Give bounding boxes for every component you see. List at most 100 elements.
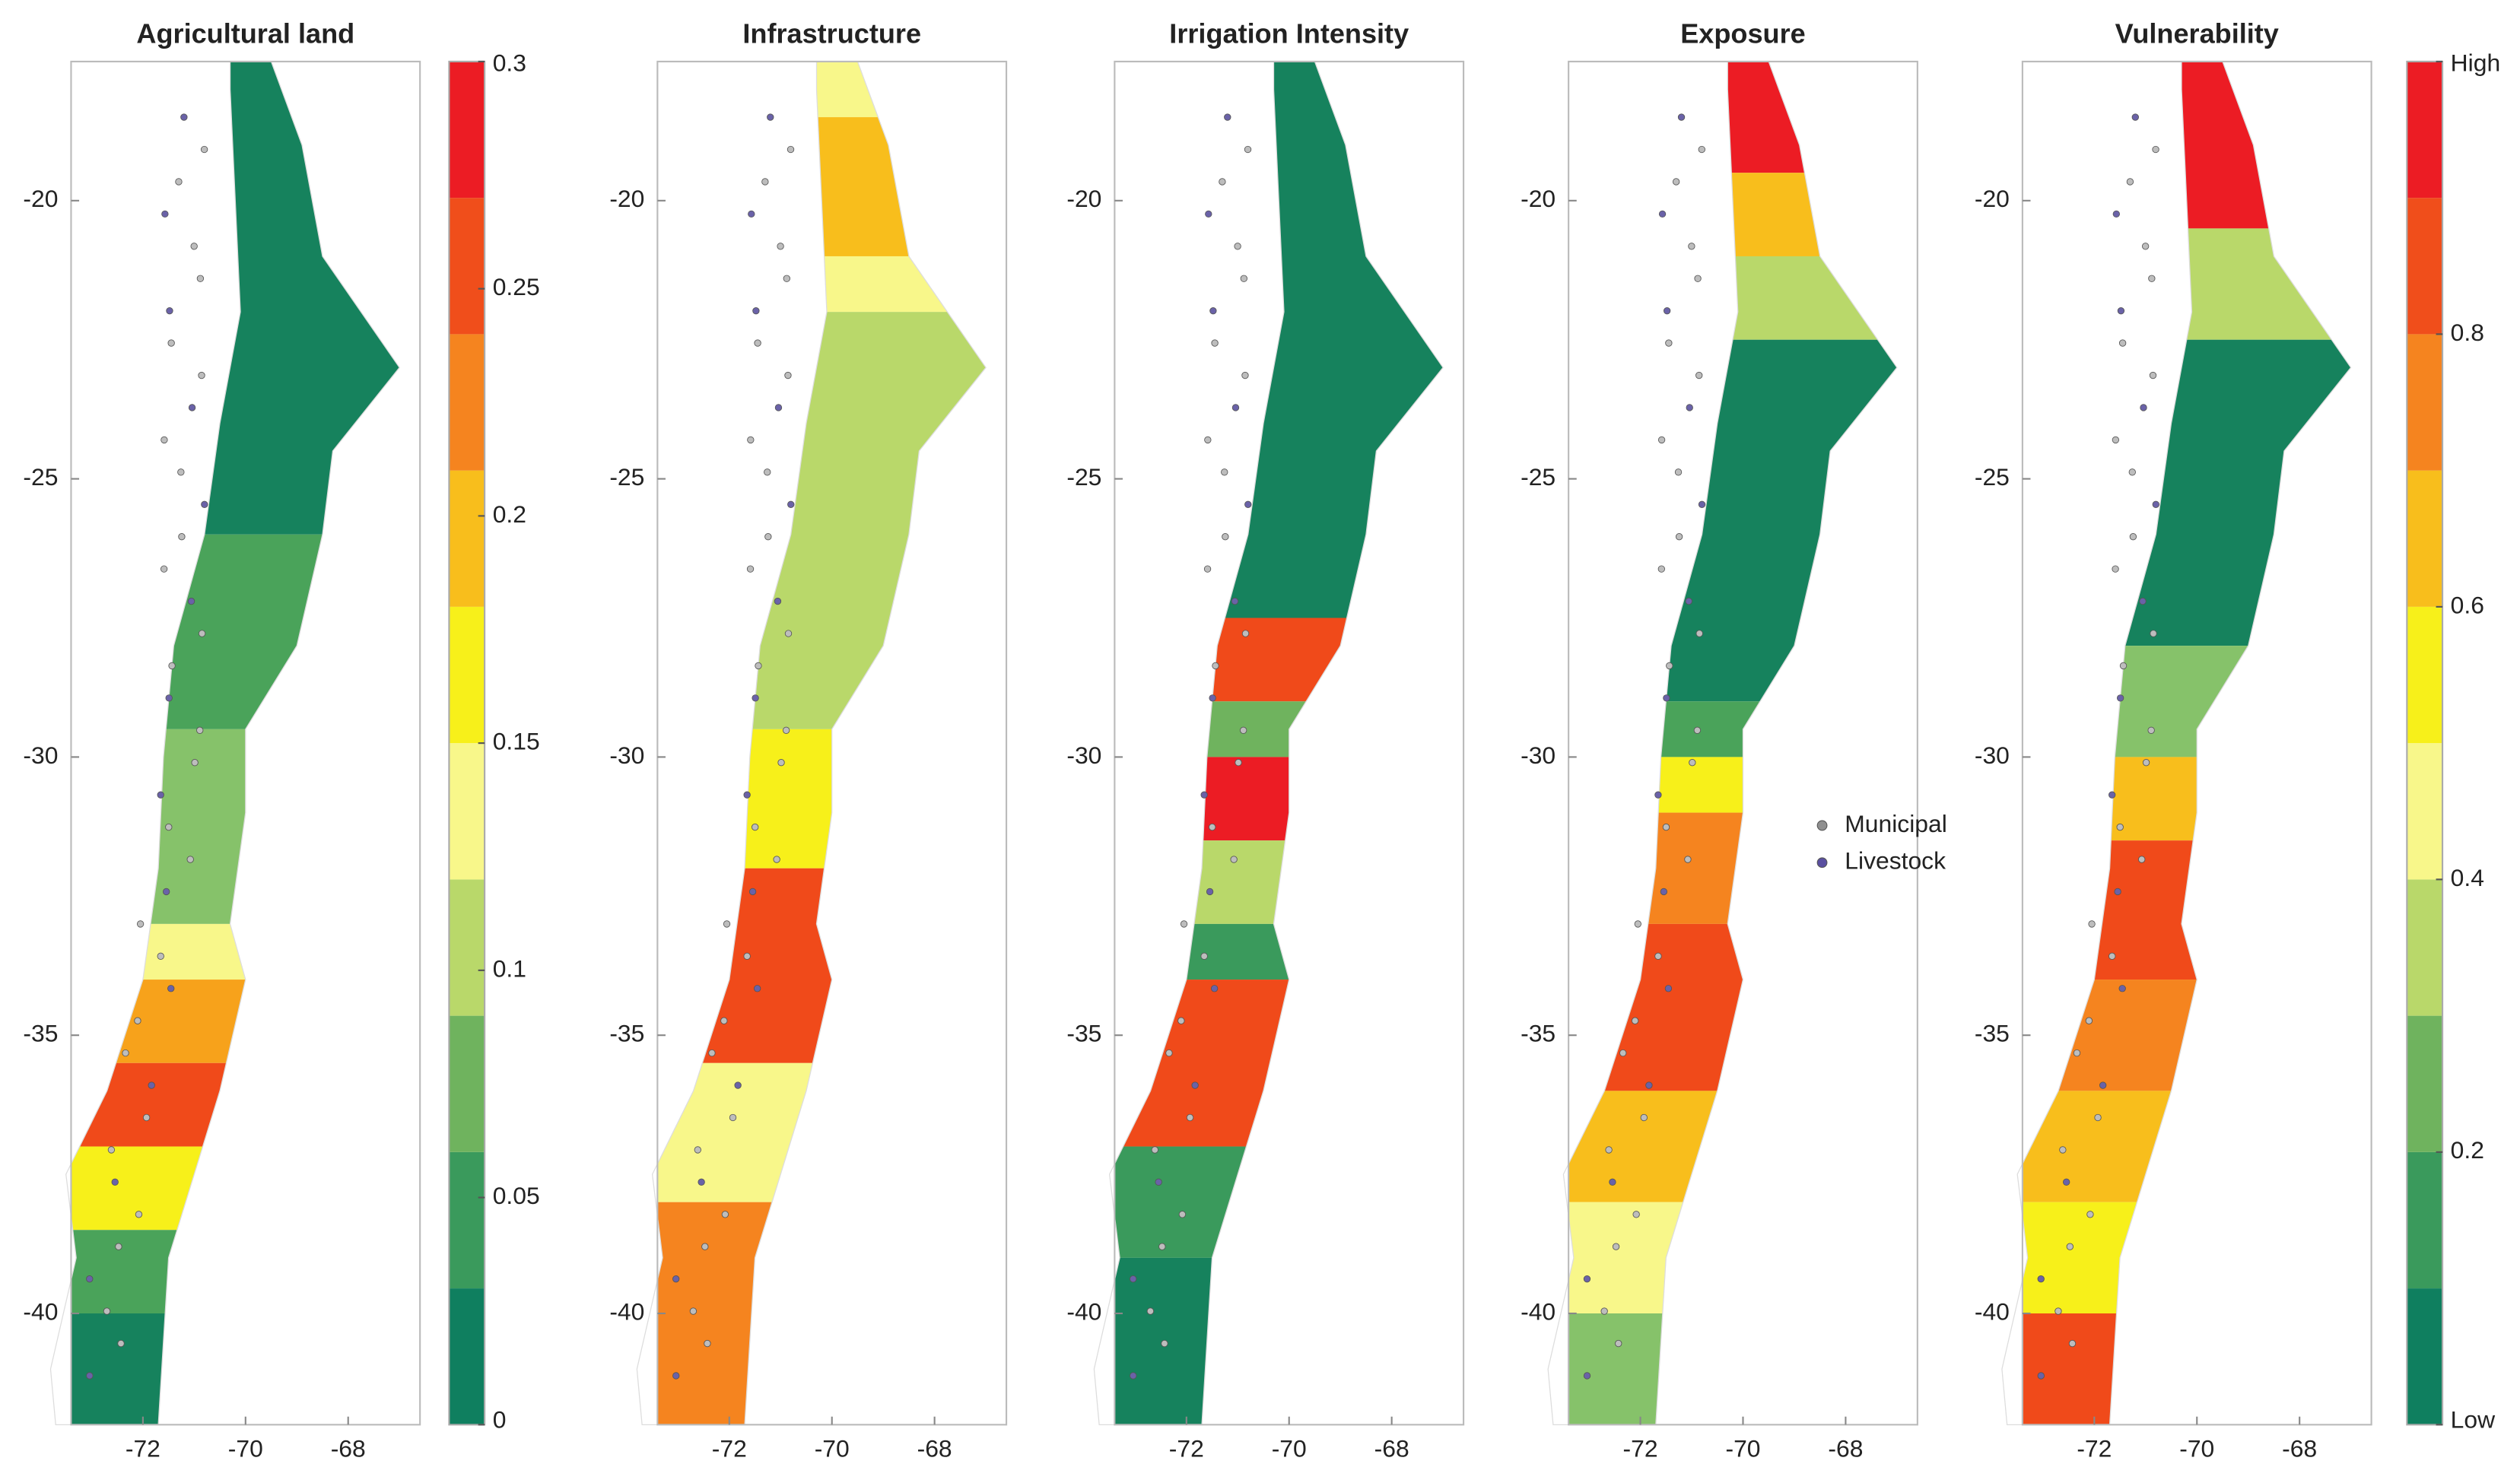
y-tick-label: -30: [23, 742, 58, 769]
colorbar-label: 0.4: [2451, 864, 2484, 891]
station-dot: [1231, 404, 1240, 411]
station-dot: [753, 985, 761, 992]
station-dot: [1230, 856, 1238, 863]
y-tick-label: -30: [1975, 742, 2010, 769]
x-tick-label: -70: [1272, 1435, 1307, 1462]
region: [71, 61, 400, 535]
station-dot: [1631, 1017, 1639, 1024]
station-dot: [111, 1178, 119, 1186]
colorbar-label: 0.15: [493, 728, 540, 755]
station-dot: [1200, 791, 1208, 799]
station-dot: [752, 694, 759, 702]
region: [657, 117, 987, 256]
colorbar-band: [449, 743, 485, 880]
station-dot: [723, 920, 731, 928]
station-dot: [747, 436, 755, 444]
station-dot: [200, 145, 208, 154]
station-dot: [1186, 1113, 1194, 1122]
station-dot: [2139, 597, 2147, 605]
station-dot: [1609, 1178, 1616, 1186]
station-dot: [784, 371, 792, 379]
y-tick-label: -20: [1975, 185, 2010, 212]
station-dot: [168, 662, 176, 670]
station-dot: [1151, 1146, 1158, 1154]
station-dot: [1583, 1372, 1591, 1380]
colorbar-band: [2407, 743, 2443, 880]
station-dot: [1686, 404, 1693, 411]
region: [2022, 1202, 2351, 1314]
region: [657, 1062, 987, 1202]
station-dot: [1688, 243, 1695, 250]
colorbar-band: [2407, 606, 2443, 744]
colorbar-band: [2407, 470, 2443, 607]
station-dot: [1654, 791, 1662, 799]
station-dot: [2152, 145, 2159, 154]
x-tick-label: -68: [2282, 1435, 2317, 1462]
legend-label: Livestock: [1845, 847, 1946, 875]
colorbar-band: [2407, 334, 2443, 471]
station-dot: [1241, 371, 1249, 379]
station-dot: [1695, 630, 1703, 637]
station-dot: [198, 371, 205, 379]
station-dot: [1219, 178, 1226, 186]
station-dot: [748, 888, 757, 896]
station-dot: [122, 1049, 129, 1057]
station-dot: [764, 533, 772, 541]
station-dot: [187, 597, 195, 605]
station-dot: [672, 1275, 680, 1283]
colorbar-label: 0: [493, 1405, 507, 1433]
region: [1114, 61, 1444, 618]
station-dot: [708, 1049, 716, 1057]
station-dot: [1677, 113, 1686, 121]
station-dot: [1634, 920, 1641, 928]
station-dot: [2108, 791, 2116, 799]
station-dot: [729, 1113, 737, 1122]
station-dot: [1660, 888, 1668, 896]
y-tick-label: -30: [1521, 742, 1556, 769]
station-dot: [1605, 1146, 1613, 1154]
colorbar-label: 0.25: [493, 273, 540, 300]
region: [657, 256, 987, 313]
station-dot: [1180, 920, 1188, 928]
station-dot: [1130, 1275, 1137, 1283]
colorbar-label: 0.1: [493, 954, 526, 982]
station-dot: [774, 597, 782, 605]
station-dot: [1165, 1049, 1173, 1057]
station-dot: [1698, 145, 1705, 154]
station-dot: [1221, 468, 1228, 476]
station-dot: [1600, 1307, 1608, 1315]
region: [2022, 339, 2351, 646]
y-tick-label: -35: [1975, 1020, 2010, 1047]
colorbar-band: [2407, 1151, 2443, 1289]
station-dot: [178, 533, 186, 541]
station-dot: [1657, 565, 1665, 573]
station-dot: [1191, 1081, 1199, 1089]
station-dot: [167, 985, 175, 992]
region: [657, 1202, 987, 1425]
station-dot: [2114, 888, 2121, 896]
station-dot: [1645, 1081, 1653, 1089]
colorbar-band: [2407, 1288, 2443, 1425]
region: [71, 1313, 400, 1425]
station-dot: [2142, 759, 2150, 767]
station-dot: [2068, 1339, 2077, 1348]
colorbar-label: 0.6: [2451, 591, 2484, 618]
station-dot: [694, 1146, 701, 1154]
colorbar-band: [449, 61, 485, 198]
station-dot: [1130, 1372, 1137, 1380]
station-dot: [734, 1081, 742, 1089]
region: [1114, 840, 1444, 924]
station-dot: [1698, 500, 1706, 508]
region: [71, 1230, 400, 1314]
station-dot: [198, 630, 206, 637]
station-dot: [1209, 694, 1216, 702]
station-dot: [1204, 436, 1212, 444]
x-tick-label: -70: [1725, 1435, 1760, 1462]
station-dot: [1665, 339, 1673, 347]
station-dot: [755, 662, 762, 670]
station-dot: [2088, 920, 2096, 928]
colorbar-band: [449, 198, 485, 335]
station-dot: [190, 243, 198, 250]
y-tick-label: -25: [1521, 463, 1556, 491]
